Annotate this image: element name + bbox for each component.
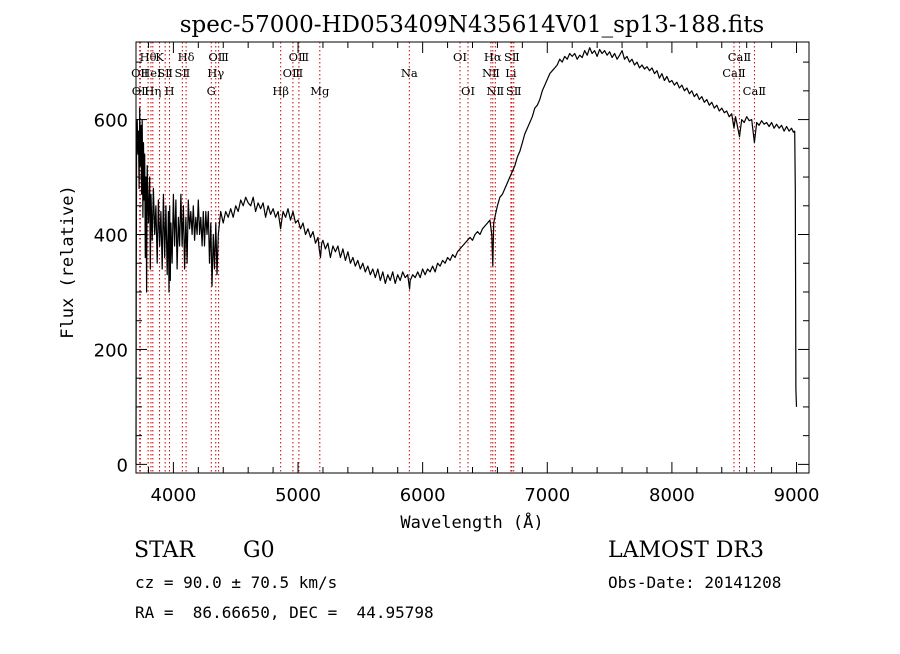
line-label-6: SⅡ [157,66,173,80]
line-label-3: HeⅠ [140,66,161,80]
line-label-14: OⅢ [283,66,304,80]
x-tick-label-4000: 4000 [150,485,196,506]
tick-labels: 4000 5000 6000 7000 8000 9000 0 200 400 600 [94,111,820,506]
x-tick-label-9000: 9000 [774,485,820,506]
chart-title: spec-57000-HD053409N435614V01_sp13-188.f… [180,12,765,38]
y-tick-label-0: 0 [117,455,128,476]
line-label-23: Li [505,66,517,80]
line-label-15: OⅢ [289,50,310,64]
line-label-21: Hα [484,50,502,64]
line-label-7: H [165,84,175,98]
line-label-16: Mg [310,84,330,98]
line-label-8: Hδ [178,50,195,64]
spectral-line-labels: OⅡOⅡHθHeⅠHηKSⅡHHδSⅡGHγOⅢHβOⅢOⅢMgNaOⅠOⅠNⅡ… [131,50,766,98]
y-axis-label: Flux (relative) [58,185,78,339]
line-label-12: OⅢ [208,50,229,64]
line-label-20: NⅡ [482,66,500,80]
plot-frame [135,41,810,474]
x-tick-label-7000: 7000 [524,485,570,506]
object-subclass: G0 [243,538,275,563]
line-label-27: CaⅡ [728,50,752,64]
line-label-0: OⅡ [131,66,148,80]
line-label-25: SⅡ [506,84,522,98]
y-tick-label-200: 200 [94,340,128,361]
line-label-28: CaⅡ [743,84,767,98]
line-label-13: Hβ [272,84,289,98]
line-label-11: Hγ [207,66,224,80]
line-label-10: G [207,84,216,98]
x-tick-label-8000: 8000 [649,485,695,506]
line-label-1: OⅡ [132,84,149,98]
object-class: STAR [134,538,195,563]
x-tick-label-6000: 6000 [400,485,446,506]
flux-series-line [135,47,798,465]
line-label-5: K [155,50,164,64]
redshift-value: cz = 90.0 ± 70.5 km/s [135,573,338,592]
line-label-17: Na [401,66,418,80]
axis-ticks [136,42,809,473]
line-label-2: Hθ [140,50,157,64]
line-label-19: OⅠ [461,84,475,98]
y-tick-label-400: 400 [94,226,128,247]
coordinates: RA = 86.66650, DEC = 44.95798 [135,603,434,622]
line-label-4: Hη [144,84,161,98]
survey-name: LAMOST DR3 [608,538,764,563]
line-label-18: OⅠ [453,50,467,64]
line-label-9: SⅡ [175,66,191,80]
line-label-26: CaⅡ [722,66,746,80]
x-axis-label: Wavelength (Å) [400,511,543,533]
line-label-22: NⅡ [486,84,504,98]
y-tick-label-600: 600 [94,111,128,132]
line-label-24: SⅡ [504,50,520,64]
x-tick-label-5000: 5000 [275,485,321,506]
observation-date: Obs-Date: 20141208 [608,573,782,592]
